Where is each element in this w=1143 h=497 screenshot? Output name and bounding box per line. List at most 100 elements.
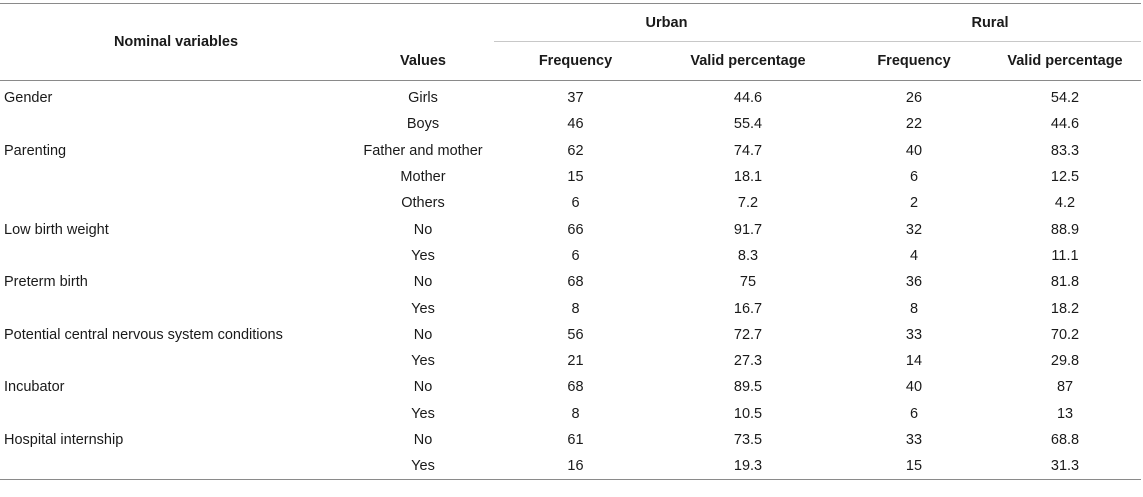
table-row: Yes 21 27.3 14 29.8 <box>0 348 1141 374</box>
cell-urban-frequency: 68 <box>567 274 584 291</box>
cell-rural-valid-percentage: 31.3 <box>989 453 1142 481</box>
cell-variable: Preterm birth <box>4 274 88 291</box>
cell-urban-frequency: 61 <box>567 432 584 448</box>
data-table-container: Nominal variables Urban Rural Values Fre… <box>0 3 1142 481</box>
table-row: Yes 16 19.3 15 31.3 <box>0 453 1142 481</box>
cell-value: No <box>413 432 433 448</box>
cell-rural-valid-percentage: 44.6 <box>1050 116 1080 133</box>
table-row: Mother 15 18.1 6 12.5 <box>0 164 1141 190</box>
cell-urban-valid-percentage: 55.4 <box>733 116 763 133</box>
cell-variable: Hospital internship <box>4 432 124 448</box>
cell-rural-valid-percentage: 87 <box>1056 379 1074 396</box>
cell-rural-frequency: 32 <box>905 221 923 238</box>
cell-urban-valid-percentage: 10.5 <box>733 405 763 422</box>
cell-variable <box>0 111 352 137</box>
cell-rural-valid-percentage: 12.5 <box>1050 169 1080 186</box>
cell-variable: Potential central nervous system conditi… <box>4 326 283 343</box>
cell-urban-frequency: 6 <box>571 247 580 264</box>
header-group-blank <box>352 3 494 42</box>
table-row: Low birth weight No 66 91.7 32 88.9 <box>0 216 1141 242</box>
table-row: Boys 46 55.4 22 44.6 <box>0 111 1141 137</box>
cell-variable: Low birth weight <box>4 221 109 238</box>
cell-urban-frequency: 56 <box>567 326 584 343</box>
cell-urban-valid-percentage: 89.5 <box>733 379 763 396</box>
cell-rural-frequency: 33 <box>905 432 923 448</box>
table-row: Parenting Father and mother 62 74.7 40 83.3 <box>0 138 1141 164</box>
cell-urban-frequency: 6 <box>571 195 580 212</box>
cell-urban-frequency: 8 <box>571 300 580 317</box>
cell-value: Yes <box>411 353 435 370</box>
cell-urban-frequency: 68 <box>567 379 584 396</box>
table-row: Hospital internship No 61 73.5 33 68.8 <box>0 427 1141 453</box>
header-rural-frequency: Frequency <box>839 41 989 81</box>
cell-rural-valid-percentage: 54.2 <box>1050 90 1080 107</box>
table-header: Nominal variables Urban Rural Values Fre… <box>0 3 1142 81</box>
cell-urban-valid-percentage: 7.2 <box>737 195 759 212</box>
table-body: Gender Girls 37 44.6 26 54.2 Boys 46 55.4 22 44.6 P… <box>0 81 1142 481</box>
cell-rural-frequency: 14 <box>905 353 923 370</box>
cell-rural-valid-percentage: 13 <box>1056 405 1074 422</box>
header-columns-row: Values Frequency Valid percentage Freque… <box>0 41 1142 81</box>
cell-value: Yes <box>411 247 435 264</box>
cell-variable <box>0 348 352 374</box>
cell-urban-frequency: 8 <box>571 405 580 422</box>
cell-variable <box>0 243 352 269</box>
header-urban: Urban <box>494 3 839 42</box>
cell-rural-valid-percentage: 4.2 <box>1054 195 1076 212</box>
cell-variable <box>0 295 352 321</box>
cell-urban-valid-percentage: 16.7 <box>733 300 763 317</box>
header-group-row: Nominal variables Urban Rural <box>0 3 1142 81</box>
cell-variable: Parenting <box>4 142 67 159</box>
cell-rural-frequency: 22 <box>905 116 923 133</box>
table-row: Yes 6 8.3 4 11.1 <box>0 243 1141 269</box>
cell-rural-valid-percentage: 81.8 <box>1050 274 1080 291</box>
cell-value: Girls <box>408 90 438 107</box>
cell-urban-valid-percentage: 18.1 <box>733 169 763 186</box>
cell-value: Mother <box>400 169 446 186</box>
cell-rural-frequency: 15 <box>839 453 989 481</box>
cell-rural-valid-percentage: 11.1 <box>1051 247 1079 264</box>
cell-rural-frequency: 40 <box>905 142 923 159</box>
table-row: Preterm birth No 68 75 36 81.8 <box>0 269 1141 295</box>
cell-value: Others <box>401 195 445 212</box>
cell-urban-valid-percentage: 19.3 <box>657 453 839 481</box>
header-urban-frequency: Frequency <box>494 41 657 81</box>
header-values: Values <box>352 41 494 81</box>
cell-urban-valid-percentage: 27.3 <box>733 353 763 370</box>
table-row: Incubator No 68 89.5 40 87 <box>0 374 1141 400</box>
cell-rural-frequency: 2 <box>909 195 919 212</box>
cell-variable <box>0 164 352 190</box>
cell-variable <box>0 453 352 481</box>
cell-rural-valid-percentage: 18.2 <box>1050 300 1080 317</box>
cell-variable <box>0 401 352 427</box>
cell-rural-frequency: 6 <box>909 169 919 186</box>
cell-rural-valid-percentage: 29.8 <box>1050 353 1080 370</box>
table-row: Yes 8 10.5 6 13 <box>0 401 1141 427</box>
table-row: Yes 8 16.7 8 18.2 <box>0 295 1141 321</box>
cell-value: No <box>413 379 433 396</box>
cell-urban-valid-percentage: 91.7 <box>733 221 763 238</box>
cell-urban-frequency: 21 <box>567 353 584 370</box>
cell-urban-valid-percentage: 75 <box>739 274 757 291</box>
cell-urban-valid-percentage: 74.7 <box>733 142 763 159</box>
cell-value: No <box>413 221 433 238</box>
header-urban-valid-percentage: Valid percentage <box>657 41 839 81</box>
cell-urban-valid-percentage: 73.5 <box>733 432 763 448</box>
cell-urban-frequency: 15 <box>567 169 584 186</box>
cell-rural-frequency: 36 <box>905 274 923 291</box>
cell-value: Yes <box>411 300 435 317</box>
cell-urban-valid-percentage: 72.7 <box>733 326 763 343</box>
cell-rural-valid-percentage: 70.2 <box>1050 326 1080 343</box>
table-row: Gender Girls 37 44.6 26 54.2 <box>0 81 1141 112</box>
cell-value: No <box>413 326 433 343</box>
cell-urban-valid-percentage: 44.6 <box>733 90 763 107</box>
cell-urban-frequency: 66 <box>567 221 584 238</box>
cell-value: Yes <box>411 405 435 422</box>
cell-value: Father and mother <box>363 142 483 159</box>
cell-rural-valid-percentage: 68.8 <box>1050 432 1080 448</box>
table-row: Potential central nervous system conditi… <box>0 322 1141 348</box>
cell-rural-valid-percentage: 83.3 <box>1050 142 1080 159</box>
data-table: Nominal variables Urban Rural Values Fre… <box>0 3 1142 481</box>
cell-urban-frequency: 46 <box>567 116 584 133</box>
cell-variable: Gender <box>4 90 53 107</box>
